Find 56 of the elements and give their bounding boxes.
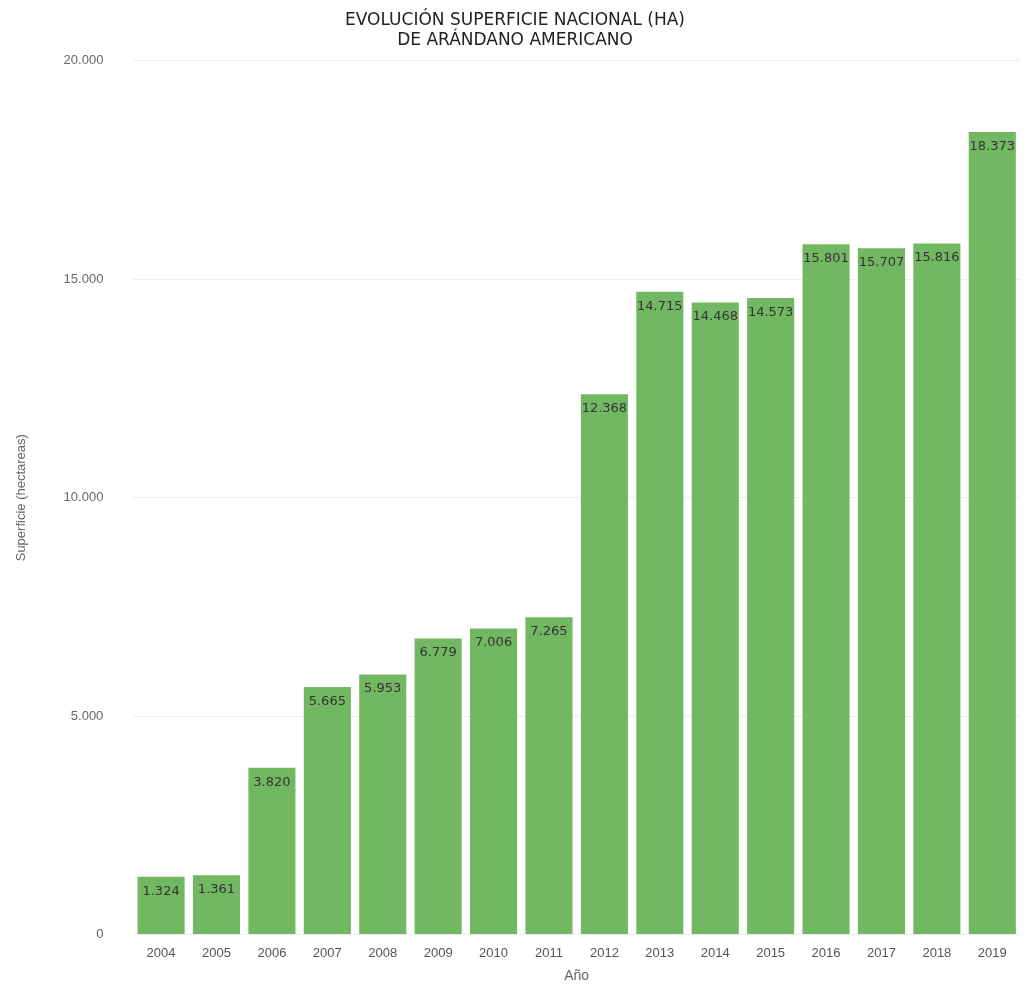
bar (857, 248, 906, 935)
x-tick-label: 2010 (479, 944, 509, 960)
data-label: 14.573 (747, 303, 794, 319)
bar (359, 674, 407, 935)
x-tick-label: 2007 (312, 944, 342, 960)
data-label: 1.361 (197, 881, 236, 897)
data-label: 15.707 (858, 254, 905, 270)
bar (691, 302, 739, 935)
bar (747, 297, 795, 935)
x-axis-title: Año (564, 967, 590, 984)
x-tick-label: 2018 (922, 944, 952, 960)
bar (248, 767, 296, 935)
data-label: 3.820 (253, 773, 291, 789)
bar (636, 291, 684, 935)
bar (303, 687, 351, 935)
data-label: 5.953 (364, 680, 402, 696)
data-label: 14.468 (692, 308, 738, 324)
data-label: 7.006 (474, 634, 513, 650)
bar (913, 243, 961, 935)
y-tick-label: 10.000 (63, 489, 104, 505)
x-tick-label: 2009 (423, 944, 453, 960)
data-label: 5.665 (308, 692, 346, 708)
x-tick-label: 2014 (700, 944, 730, 960)
x-tick-label: 2005 (202, 944, 231, 960)
x-tick-label: 2016 (811, 944, 841, 960)
x-tick-label: 2012 (589, 944, 619, 960)
bar (525, 617, 573, 935)
data-label: 15.816 (914, 249, 960, 265)
y-tick-label: 0 (96, 926, 104, 942)
bar (137, 876, 185, 935)
bar (968, 131, 1016, 935)
data-label: 15.801 (803, 250, 849, 266)
x-tick-label: 2006 (257, 944, 287, 960)
y-axis-title: Superficie (hectareas) (13, 434, 29, 562)
x-tick-label: 2011 (534, 944, 563, 960)
x-tick-label: 2017 (867, 944, 896, 960)
data-label: 7.265 (530, 623, 568, 639)
y-tick-label: 15.000 (63, 270, 104, 286)
data-label: 14.715 (637, 297, 683, 313)
x-tick-label: 2015 (756, 944, 786, 960)
data-label: 12.368 (581, 400, 628, 416)
y-tick-label: 5.000 (70, 707, 104, 723)
x-tick-label: 2004 (146, 944, 176, 960)
bar (414, 638, 462, 935)
bar (580, 394, 628, 935)
data-label: 6.779 (419, 644, 457, 660)
bar (470, 628, 518, 935)
x-tick-label: 2013 (645, 944, 675, 960)
bar (802, 244, 850, 935)
x-tick-label: 2008 (368, 944, 398, 960)
chart-title: EVOLUCIÓN SUPERFICIE NACIONAL (HA) DE ARÁNDANO AMERICANO (345, 7, 685, 50)
data-label: 18.373 (969, 137, 1016, 153)
data-label: 1.324 (142, 882, 180, 898)
y-tick-label: 20.000 (63, 52, 104, 68)
bar (192, 875, 241, 935)
x-tick-label: 2019 (977, 944, 1007, 960)
